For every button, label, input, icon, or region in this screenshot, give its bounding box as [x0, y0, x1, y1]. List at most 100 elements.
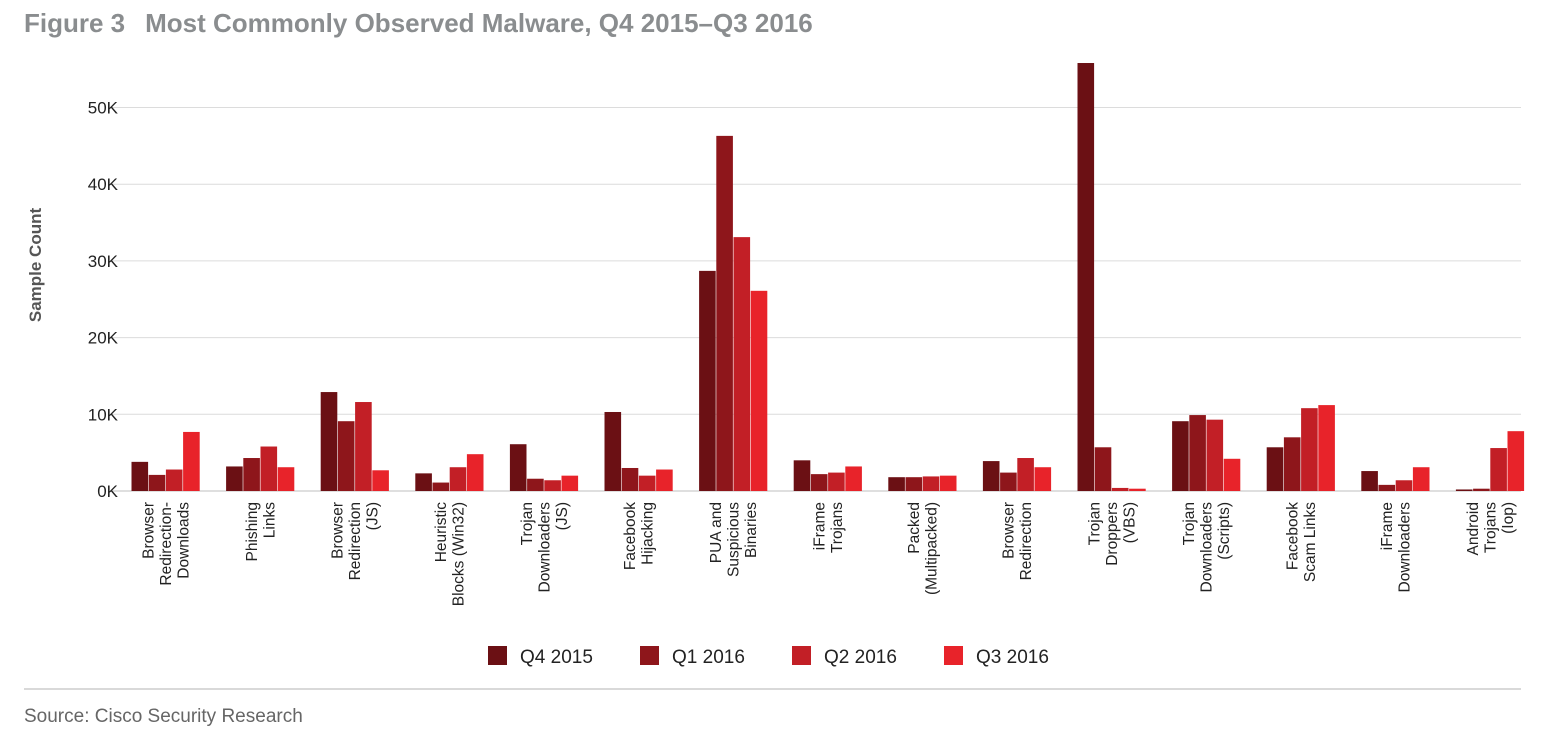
- x-category-label: Phishing: [244, 502, 261, 561]
- bar-q4-2015-8: [888, 477, 905, 491]
- legend-label: Q4 2015: [520, 647, 593, 668]
- bar-q2-2016-12: [1301, 408, 1318, 491]
- bar-q4-2015-2: [320, 392, 338, 491]
- y-axis-ticks: 0K 10K 20K 30K 40K 50K: [88, 99, 119, 502]
- bar-q4-2015-10: [1077, 63, 1095, 491]
- x-category-label: Blocks (Win32): [450, 502, 467, 606]
- bar-q1-2016-2: [337, 421, 355, 491]
- divider: [24, 688, 1521, 690]
- bar-q2-2016-11: [1206, 419, 1224, 491]
- bar-q2-2016-9: [1017, 458, 1034, 491]
- bar-q4-2015-12: [1266, 447, 1284, 491]
- bar-q2-2016-7: [828, 472, 845, 491]
- bar-q2-2016-13: [1395, 480, 1413, 491]
- x-category-label: Trojans: [829, 502, 846, 553]
- x-category-label: Links: [261, 502, 278, 538]
- bar-q4-2015-13: [1361, 471, 1378, 491]
- bar-q4-2015-11: [1172, 421, 1189, 491]
- bar-q3-2016-12: [1318, 405, 1335, 491]
- bar-q3-2016-1: [277, 467, 295, 491]
- bar-q2-2016-0: [165, 469, 183, 491]
- bar-q3-2016-7: [845, 466, 862, 491]
- x-category-label: Browser: [140, 502, 157, 559]
- bar-q4-2015-0: [131, 461, 149, 491]
- figure-title: Figure 3 Most Commonly Observed Malware, …: [24, 8, 813, 39]
- bar-q1-2016-5: [621, 467, 639, 491]
- legend-label: Q1 2016: [672, 647, 745, 668]
- x-category-label: (VBS): [1121, 502, 1138, 543]
- bar-q4-2015-1: [226, 466, 243, 491]
- legend-label: Q3 2016: [976, 647, 1049, 668]
- y-tick-label: 50K: [88, 99, 119, 118]
- x-category-label: Redirection: [347, 502, 364, 580]
- bar-q4-2015-9: [982, 461, 1000, 491]
- bar-q4-2015-14: [1455, 489, 1473, 491]
- bar-q3-2016-11: [1223, 458, 1241, 491]
- x-category-label: Droppers: [1104, 502, 1121, 566]
- x-category-label: Heuristic: [433, 502, 450, 563]
- y-tick-label: 30K: [88, 252, 119, 271]
- bar-q3-2016-4: [561, 475, 579, 491]
- bar-q4-2015-5: [604, 411, 622, 491]
- bar-q2-2016-8: [922, 476, 940, 491]
- figure-title-text: Most Commonly Observed Malware, Q4 2015–…: [145, 8, 813, 38]
- legend: Q4 2015 Q1 2016 Q2 2016 Q3 2016: [488, 646, 1049, 668]
- x-category-label: Downloads: [175, 502, 192, 579]
- bar-q1-2016-14: [1473, 488, 1490, 491]
- legend-swatch: [944, 646, 963, 665]
- bar-q2-2016-3: [449, 467, 467, 491]
- bar-q1-2016-1: [243, 458, 260, 491]
- bar-q2-2016-6: [733, 237, 751, 491]
- bar-q2-2016-4: [544, 480, 561, 491]
- bar-q1-2016-13: [1378, 484, 1396, 491]
- bar-q1-2016-3: [432, 482, 450, 491]
- x-category-label: PUA and: [708, 502, 725, 563]
- x-category-label: Browser: [1001, 502, 1018, 559]
- y-tick-label: 0K: [97, 482, 118, 501]
- bar-q4-2015-4: [509, 444, 527, 491]
- bar-q3-2016-2: [372, 470, 389, 491]
- bar-q2-2016-2: [355, 402, 372, 491]
- y-tick-label: 10K: [88, 405, 119, 424]
- x-category-label: Redirection: [1018, 502, 1035, 580]
- legend-swatch: [488, 646, 507, 665]
- bar-q2-2016-10: [1111, 487, 1129, 491]
- bar-q4-2015-7: [793, 460, 811, 491]
- x-category-label: Facebook: [622, 502, 639, 570]
- bar-q1-2016-4: [527, 478, 544, 491]
- bar-q3-2016-14: [1507, 431, 1525, 491]
- x-category-label: Android: [1465, 502, 1482, 555]
- bar-q4-2015-6: [699, 270, 716, 491]
- x-category-label: Hijacking: [640, 502, 657, 565]
- legend-label: Q2 2016: [824, 647, 897, 668]
- x-category-label: (JS): [554, 502, 571, 530]
- bar-q3-2016-13: [1412, 467, 1430, 491]
- x-category-label: Downloaders: [536, 502, 553, 593]
- x-category-label: Facebook: [1284, 502, 1301, 570]
- x-category-label: Scam Links: [1302, 502, 1319, 582]
- x-category-label: (Scripts): [1216, 502, 1233, 560]
- bar-q1-2016-7: [810, 474, 828, 491]
- x-category-label: iFrame: [811, 502, 828, 550]
- bar-q1-2016-0: [148, 474, 166, 491]
- bar-q4-2015-3: [415, 473, 432, 491]
- bar-q1-2016-8: [905, 477, 923, 491]
- x-category-label: (JS): [365, 502, 382, 530]
- bar-q3-2016-0: [183, 431, 200, 491]
- legend-swatch: [640, 646, 659, 665]
- bar-q3-2016-10: [1129, 488, 1146, 491]
- bar-q2-2016-5: [638, 475, 656, 491]
- y-axis-label: Sample Count: [26, 208, 45, 323]
- x-category-label: iFrame: [1379, 502, 1396, 550]
- x-category-label: Trojans: [1482, 502, 1499, 553]
- bar-q3-2016-5: [656, 469, 673, 491]
- bar-q1-2016-9: [1000, 472, 1017, 491]
- bar-q1-2016-10: [1094, 447, 1112, 491]
- x-axis-categories: Browser Redirection- Downloads Phishing Link…: [140, 502, 1516, 606]
- legend-swatch: [792, 646, 811, 665]
- figure-number: Figure 3: [24, 8, 126, 38]
- bar-q2-2016-14: [1490, 448, 1507, 491]
- x-category-label: Browser: [330, 502, 347, 559]
- bar-q1-2016-12: [1283, 437, 1301, 491]
